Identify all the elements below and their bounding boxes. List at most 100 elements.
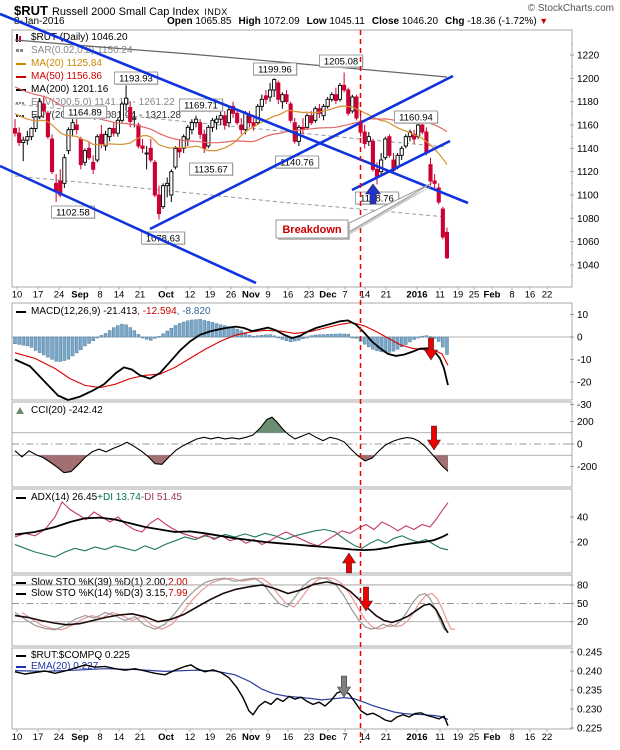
- legend-row: ENV(200,10.0) 1081.04 - 1321.28: [16, 109, 181, 122]
- date-tick-label: 14: [360, 290, 371, 301]
- legend-text: EMA(20) 0.227: [31, 661, 99, 672]
- quote-key: Chg: [445, 16, 465, 27]
- price-label: 1078.63: [146, 234, 180, 245]
- date-tick-label: 26: [226, 732, 237, 743]
- legend-row: ENV(200,5.0) 1141.10 - 1261.22: [16, 96, 181, 109]
- callout-pointer-shadow: [349, 185, 434, 235]
- ema-line: [14, 668, 449, 721]
- date-tick-label: 7: [342, 732, 347, 743]
- legend-row: Slow STO %K(14) %D(3) 3.15, 7.99: [16, 588, 188, 599]
- trendline: [351, 139, 451, 192]
- line-icon: [16, 592, 28, 595]
- price-label-box: [51, 205, 95, 219]
- dots-icon: [16, 49, 28, 52]
- legend-text: $RUT (Daily) 1046.20: [31, 32, 128, 43]
- legend-text: Slow STO %K(39) %D(1) 2.00,: [31, 577, 169, 588]
- price-label-shadow: [276, 157, 320, 169]
- quote-key: Open: [167, 16, 193, 27]
- price-label-shadow: [52, 207, 96, 219]
- callout-shadow: [278, 222, 350, 240]
- date-tick-label: 10: [12, 732, 23, 743]
- dotline-icon: [16, 114, 28, 117]
- legend-row: EMA(20) 0.227: [16, 661, 130, 672]
- legend-text: ENV(200,5.0) 1141.10 - 1261.22: [31, 97, 175, 108]
- date-tick-label: 19: [453, 290, 464, 301]
- y-axis-label: 1080: [577, 214, 600, 225]
- price-label-shadow: [190, 164, 234, 176]
- adx-line: [14, 516, 449, 552]
- y-axis-label: 0.235: [577, 686, 602, 697]
- macd-legend: MACD(12,26,9) -21.413, -12.594, -8.820: [16, 305, 211, 318]
- exchange-tag: INDX: [204, 7, 228, 17]
- callout-box: [275, 219, 349, 239]
- candles-icon: [16, 33, 28, 42]
- date-tick-label: 9: [265, 732, 270, 743]
- legend-text: CCI(20) -242.42: [31, 405, 103, 416]
- cci-oversold-fill: [433, 455, 448, 472]
- y-axis-label: 0: [577, 440, 583, 451]
- y-axis-label: -200: [577, 462, 597, 473]
- line-icon: [16, 665, 28, 668]
- price-label-shadow: [320, 56, 364, 68]
- y-axis-label: 1100: [577, 191, 599, 202]
- legend-text: Slow STO %K(14) %D(3) 3.15,: [31, 588, 169, 599]
- price-label: 1160.94: [399, 113, 433, 124]
- legend-text: MA(50) 1156.86: [31, 71, 102, 82]
- line-icon: [16, 62, 28, 65]
- y-axis-label: 80: [577, 580, 589, 591]
- price-label-shadow: [395, 112, 439, 124]
- date-tick-label: 2016: [406, 290, 427, 301]
- stochastics-legend: Slow STO %K(39) %D(1) 2.00, 2.00 Slow STO…: [16, 577, 188, 599]
- date-tick-label: 21: [381, 732, 392, 743]
- date-tick-label: 12: [185, 732, 196, 743]
- down-arrow-annotation: [358, 586, 374, 612]
- quote-bar: Open 1065.85 High 1072.09 Low 1045.11 Close…: [160, 16, 548, 27]
- legend-row: MA(20) 1125.84: [16, 57, 181, 70]
- date-tick-label: 19: [205, 290, 216, 301]
- legend-row: ADX(14) 26.45 +DI 13.74 -DI 51.45: [16, 491, 182, 504]
- plus-di-line: [14, 528, 449, 558]
- date-tick-label: Sep: [71, 732, 89, 743]
- date-tick-label: Feb: [484, 732, 501, 743]
- date-tick-label: 16: [283, 732, 294, 743]
- date-tick-label: 23: [304, 732, 315, 743]
- date-tick-label: 19: [453, 732, 464, 743]
- quote-value: 1045.11: [326, 16, 365, 27]
- y-axis-label: 1180: [577, 97, 599, 108]
- callout-pointer: [346, 182, 433, 234]
- ratio-legend: $RUT:$COMPQ 0.225 EMA(20) 0.227: [16, 650, 130, 672]
- y-axis-label: 1120: [577, 167, 599, 178]
- legend-text: MA(20) 1125.84: [31, 58, 102, 69]
- ratio-line: [14, 664, 449, 726]
- y-axis-label: 50: [577, 599, 589, 610]
- date-tick-label: 23: [304, 290, 315, 301]
- y-axis-label: 1060: [577, 237, 600, 248]
- cci-overbought-fill: [255, 417, 287, 433]
- date-tick-label: 8: [97, 732, 102, 743]
- date-tick-label: 11: [435, 732, 445, 743]
- y-axis-label: 0.230: [577, 705, 602, 716]
- price-label: 1199.96: [258, 65, 292, 76]
- date-tick-label: Dec: [319, 732, 336, 743]
- date-tick-label: 9: [265, 290, 270, 301]
- date-tick-label: 8: [97, 290, 102, 301]
- price-label-box: [319, 54, 363, 68]
- macd-line: [14, 319, 449, 401]
- legend-row: $RUT (Daily) 1046.20: [16, 31, 181, 44]
- trendline: [149, 74, 454, 231]
- date-tick-label: Sep: [71, 290, 89, 301]
- date-tick-label: Dec: [319, 290, 336, 301]
- cci-oversold-fill: [357, 455, 375, 461]
- cci-legend: CCI(20) -242.42: [16, 404, 103, 417]
- date-tick-label: 14: [360, 732, 371, 743]
- dotline-icon: [16, 101, 28, 104]
- date-tick-label: Feb: [484, 290, 501, 301]
- down-arrow-annotation: [426, 425, 442, 451]
- macd-histogram: [13, 319, 449, 362]
- line-icon: [16, 88, 28, 91]
- price-label-box: [141, 231, 185, 245]
- date-tick-label: 16: [283, 290, 294, 301]
- date-label: 8-Jan-2016: [14, 16, 65, 27]
- price-label: 1102.58: [56, 208, 90, 219]
- cci-line: [14, 416, 449, 474]
